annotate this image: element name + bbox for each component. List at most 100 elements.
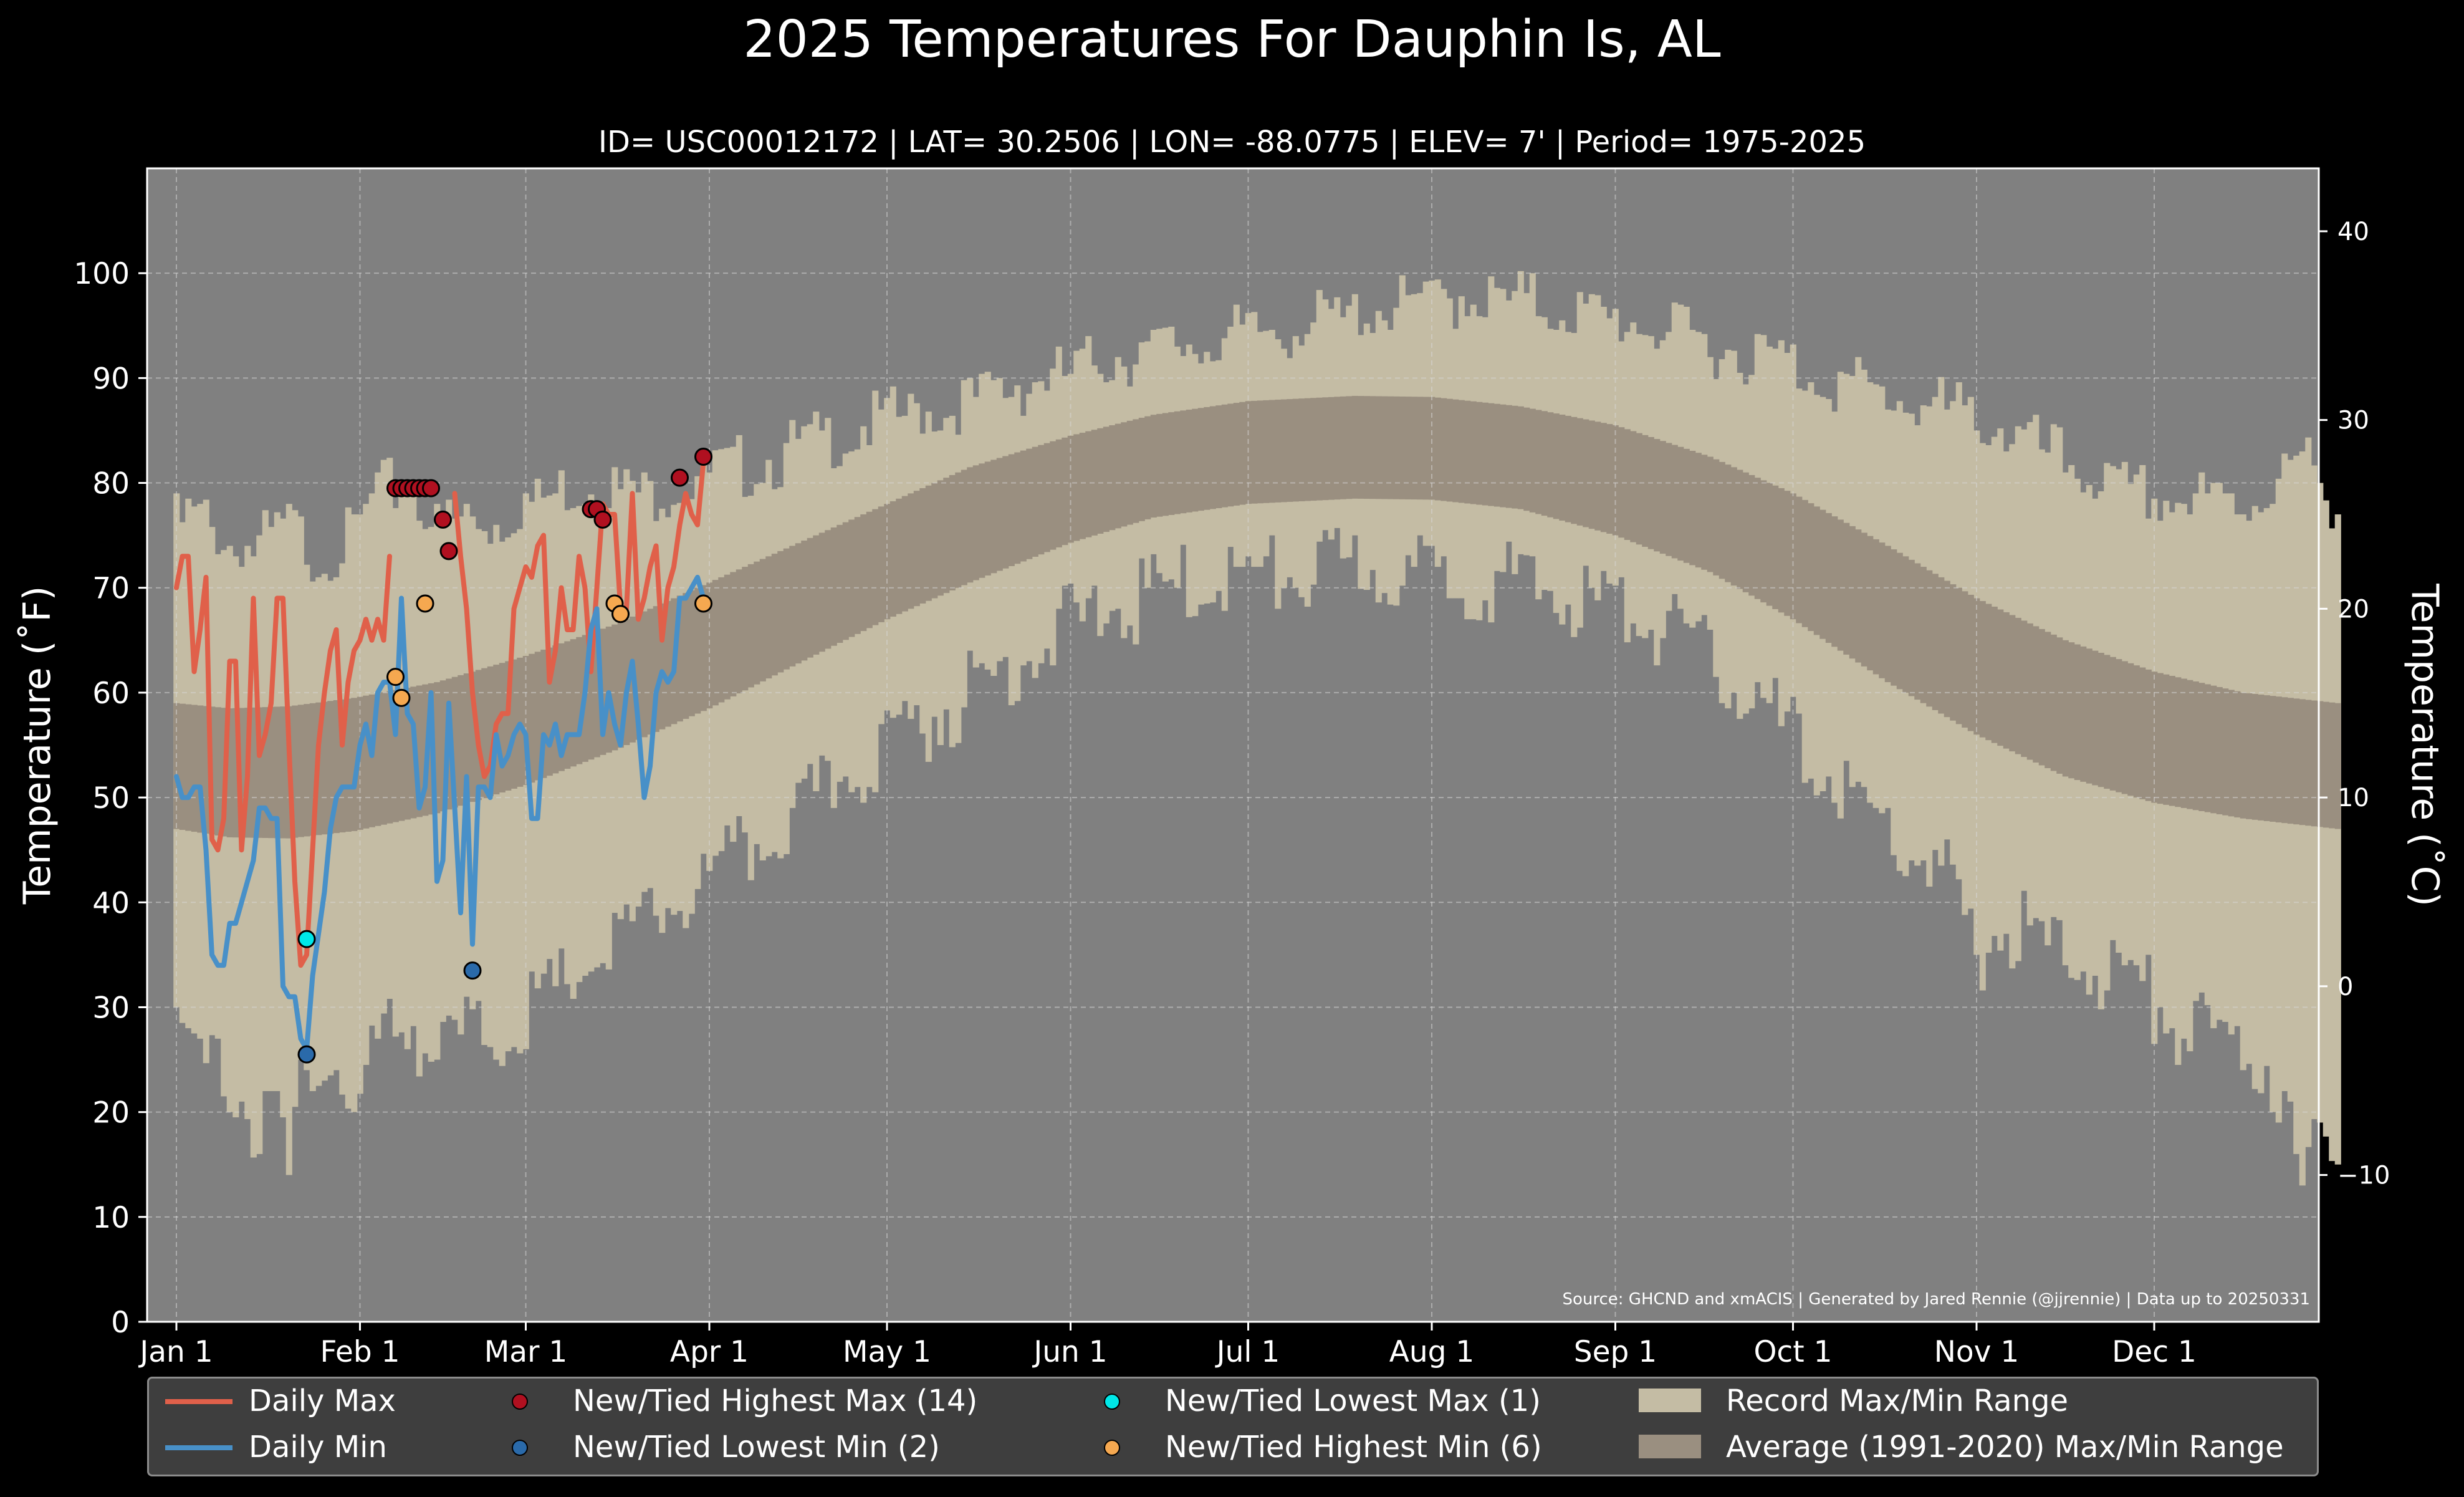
normal-bar-day-340 bbox=[2180, 678, 2187, 808]
normal-bar-day-238 bbox=[1576, 418, 1583, 526]
normal-bar-day-168 bbox=[1162, 413, 1169, 516]
normal-bar-day-360 bbox=[2299, 699, 2306, 826]
new-tied-highest-minpoint-5 bbox=[694, 594, 712, 613]
normal-bar-day-200 bbox=[1351, 395, 1358, 499]
normal-bar-day-26 bbox=[321, 701, 328, 835]
legend-record-range: Record Max/Min Range bbox=[1639, 1382, 2069, 1420]
x-tick-label-apr-1: Apr 1 bbox=[670, 1335, 749, 1369]
x-tick-label-may-1: May 1 bbox=[843, 1335, 931, 1369]
normal-bar-day-65 bbox=[552, 645, 559, 774]
new-high-min-swatch bbox=[1104, 1440, 1120, 1456]
normal-bar-day-313 bbox=[2021, 620, 2028, 758]
normal-bar-day-217 bbox=[1452, 399, 1459, 503]
new-tied-highest-minpoint-2 bbox=[416, 594, 434, 613]
normal-bar-day-309 bbox=[1997, 609, 2004, 746]
normal-bar-day-30 bbox=[345, 698, 352, 832]
normal-bar-day-219 bbox=[1464, 400, 1471, 504]
normal-bar-day-243 bbox=[1606, 424, 1613, 534]
x-tick-label-jun-1: Jun 1 bbox=[1032, 1335, 1107, 1369]
normal-bar-day-115 bbox=[848, 519, 855, 637]
normal-bar-day-249 bbox=[1642, 435, 1649, 547]
normal-bar-day-37 bbox=[386, 691, 393, 824]
normal-bar-day-304 bbox=[1967, 594, 1974, 731]
normal-bar-day-302 bbox=[1955, 587, 1962, 724]
new-tied-highest-maxpoint-8 bbox=[439, 542, 458, 561]
normal-bar-day-74 bbox=[605, 626, 612, 753]
normal-bar-day-45 bbox=[434, 682, 441, 814]
normal-bar-day-330 bbox=[2121, 661, 2128, 794]
normal-bar-day-231 bbox=[1535, 410, 1542, 514]
normal-bar-day-62 bbox=[534, 652, 541, 781]
normal-bar-day-5 bbox=[197, 705, 204, 833]
normal-bar-day-46 bbox=[439, 680, 446, 812]
y-axis-label: Temperature (˚F) bbox=[16, 586, 59, 905]
normal-bar-day-109 bbox=[813, 535, 820, 655]
normal-bar-day-212 bbox=[1422, 397, 1429, 500]
normal-bar-day-141 bbox=[1002, 456, 1009, 569]
normal-bar-day-75 bbox=[611, 624, 618, 751]
normal-bar-day-224 bbox=[1493, 403, 1500, 507]
normal-bar-day-177 bbox=[1215, 405, 1222, 509]
normal-bar-day-81 bbox=[647, 609, 654, 735]
normal-bar-day-91 bbox=[706, 582, 713, 709]
normal-bar-day-267 bbox=[1748, 474, 1755, 596]
normal-bar-day-257 bbox=[1689, 451, 1696, 566]
normal-bar-day-353 bbox=[2258, 695, 2265, 821]
normal-bar-day-332 bbox=[2133, 665, 2140, 798]
normal-bar-day-35 bbox=[375, 693, 381, 826]
normal-bar-day-56 bbox=[499, 663, 506, 793]
normal-bar-day-328 bbox=[2109, 657, 2116, 791]
normal-bar-day-282 bbox=[1837, 519, 1844, 651]
normal-bar-day-210 bbox=[1411, 397, 1417, 500]
normal-bar-day-295 bbox=[1914, 563, 1921, 700]
normal-bar-day-268 bbox=[1754, 478, 1761, 599]
y2-tick-label--10: −10 bbox=[2337, 1162, 2390, 1190]
normal-bar-day-92 bbox=[712, 580, 719, 706]
normal-bar-day-3 bbox=[185, 704, 192, 831]
daily-series bbox=[174, 459, 706, 1052]
legend-new-low-min-label: New/Tied Lowest Min (2) bbox=[573, 1430, 940, 1465]
record-bar-day-20 bbox=[285, 504, 292, 1175]
normal-bar-day-174 bbox=[1197, 408, 1204, 511]
normal-bar-day-263 bbox=[1725, 465, 1732, 582]
normal-bar-day-240 bbox=[1588, 420, 1595, 529]
normal-bar-day-123 bbox=[896, 498, 903, 614]
legend-new-high-max-label: New/Tied Highest Max (14) bbox=[573, 1384, 978, 1418]
normal-bar-day-191 bbox=[1298, 398, 1305, 501]
legend-record-range-label: Record Max/Min Range bbox=[1726, 1384, 2069, 1418]
normal-bar-day-281 bbox=[1831, 516, 1838, 647]
new-low-max-swatch bbox=[1104, 1394, 1120, 1410]
normal-bar-day-142 bbox=[1008, 454, 1015, 567]
normal-bar-day-246 bbox=[1624, 429, 1631, 540]
x-tick-label-jul-1: Jul 1 bbox=[1215, 1335, 1280, 1369]
y-tick-label-0: 0 bbox=[111, 1306, 130, 1340]
normal-bar-day-259 bbox=[1701, 455, 1708, 570]
normal-bar-day-146 bbox=[1032, 446, 1038, 557]
normal-bar-day-161 bbox=[1121, 422, 1128, 527]
normal-bar-day-98 bbox=[747, 564, 754, 688]
normal-bar-day-357 bbox=[2281, 697, 2288, 824]
normal-bar-day-101 bbox=[765, 556, 772, 679]
normal-bar-day-319 bbox=[2056, 637, 2063, 774]
legend-new-high-max: New/Tied Highest Max (14) bbox=[512, 1382, 978, 1420]
normal-bar-day-48 bbox=[451, 676, 458, 808]
normal-bar-day-88 bbox=[688, 590, 695, 716]
new-tied-highest-maxpoint-13 bbox=[694, 448, 712, 466]
record-bar-day-133 bbox=[955, 435, 962, 743]
normal-bar-day-308 bbox=[1991, 607, 1998, 743]
y-tick-label-70: 70 bbox=[92, 572, 130, 606]
normal-bar-day-28 bbox=[333, 700, 340, 834]
record-bar-day-365 bbox=[2329, 528, 2336, 1162]
record-bar-day-57 bbox=[505, 537, 512, 1052]
normal-bar-day-311 bbox=[2009, 615, 2016, 752]
normal-bar-day-279 bbox=[1819, 509, 1826, 639]
normal-bar-day-19 bbox=[280, 706, 287, 839]
normal-bar-day-264 bbox=[1730, 467, 1737, 586]
x-tick-label-sep-1: Sep 1 bbox=[1574, 1335, 1657, 1369]
normal-bar-day-94 bbox=[724, 574, 731, 700]
normal-bar-day-327 bbox=[2104, 655, 2111, 789]
normal-bar-day-347 bbox=[2222, 688, 2229, 816]
normal-bar-day-325 bbox=[2092, 650, 2099, 786]
normal-bar-day-361 bbox=[2305, 700, 2312, 826]
normal-bar-day-117 bbox=[860, 514, 867, 632]
